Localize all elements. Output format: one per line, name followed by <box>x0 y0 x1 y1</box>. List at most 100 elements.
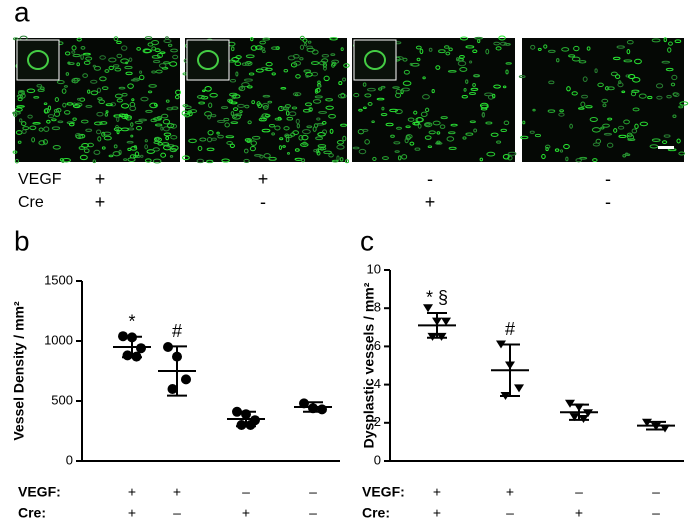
vessel-signal <box>647 95 653 100</box>
vessel-signal <box>569 123 573 129</box>
vessel-signal <box>188 138 197 144</box>
vessel-signal <box>76 37 82 42</box>
significance: * <box>128 312 135 332</box>
vessel-signal <box>158 63 167 69</box>
vessel-signal <box>165 136 170 141</box>
y-axis-title: Dysplastic vessels / mm² <box>361 282 377 448</box>
row-label: Cre: <box>362 505 390 521</box>
vessel-signal <box>159 51 166 54</box>
vessel-signal <box>163 61 170 65</box>
vessel-signal <box>591 127 601 133</box>
vessel-signal <box>140 96 149 102</box>
vessel-signal <box>63 110 71 115</box>
vessel-signal <box>118 86 126 90</box>
vessel-signal <box>315 136 324 141</box>
vessel-signal <box>162 118 171 125</box>
vessel-signal <box>402 80 412 86</box>
vessel-signal <box>618 80 622 85</box>
vessel-signal <box>403 69 410 75</box>
vessel-signal <box>126 140 134 144</box>
vessel-signal <box>678 151 685 156</box>
vessel-signal <box>226 140 233 145</box>
vessel-signal <box>51 126 61 131</box>
vessel-signal <box>166 123 175 129</box>
vessel-signal <box>306 125 313 129</box>
vessel-signal <box>295 118 300 124</box>
vessel-signal <box>431 88 435 94</box>
vessel-signal <box>174 95 180 100</box>
sign: + <box>128 505 136 521</box>
vessel-signal <box>124 65 133 70</box>
vessel-signal <box>206 159 214 164</box>
sign: + <box>433 484 441 500</box>
vessel-signal <box>239 110 243 114</box>
vessel-signal <box>62 102 67 108</box>
vessel-signal <box>436 140 441 145</box>
vessel-signal <box>393 141 401 145</box>
vessel-signal <box>167 43 173 47</box>
vessel-signal <box>65 72 70 76</box>
vessel-signal <box>184 105 192 109</box>
vessel-signal <box>580 101 586 108</box>
vessel-signal <box>254 154 262 157</box>
vessel-signal <box>336 139 344 145</box>
vessel-signal <box>134 120 143 124</box>
vessel-signal <box>481 112 485 118</box>
sign: – <box>575 484 583 500</box>
vessel-signal <box>153 141 161 144</box>
vessel-signal <box>561 47 570 52</box>
vessel-signal <box>623 119 630 125</box>
sign: + <box>575 505 583 521</box>
vessel-signal <box>316 117 321 121</box>
vessel-signal <box>110 102 116 107</box>
vessel-signal <box>38 140 46 146</box>
vessel-signal <box>199 137 207 142</box>
vessel-signal <box>259 40 266 45</box>
vessel-signal <box>265 67 273 72</box>
vessel-signal <box>128 57 133 62</box>
vessel-signal <box>232 107 239 111</box>
vessel-signal <box>123 158 128 161</box>
vessel-signal <box>671 74 678 81</box>
vessel-signal <box>209 92 218 98</box>
vessel-signal <box>244 104 250 109</box>
vessel-signal <box>131 98 135 102</box>
vessel-signal <box>295 74 301 79</box>
vessel-signal <box>160 152 167 158</box>
vessel-signal <box>579 156 588 160</box>
sign: – <box>309 505 317 521</box>
data-point <box>441 317 451 326</box>
vessel-signal <box>244 138 252 142</box>
vessel-signal <box>612 56 621 61</box>
y-tick-label: 500 <box>51 392 73 407</box>
vessel-signal <box>317 132 326 137</box>
vessel-signal <box>340 47 344 52</box>
vessel-signal <box>559 149 564 153</box>
vessel-signal <box>503 120 510 126</box>
vessel-signal <box>144 139 148 143</box>
vessel-signal <box>52 144 61 150</box>
y-tick-label: 8 <box>374 300 381 315</box>
vessel-signal <box>651 38 661 43</box>
vessel-signal <box>96 87 102 93</box>
vessel-signal <box>627 73 636 80</box>
vessel-signal <box>146 149 156 154</box>
y-tick-label: 10 <box>367 261 381 276</box>
vessel-signal <box>116 53 123 59</box>
vessel-signal <box>617 125 625 130</box>
vessel-signal <box>183 112 191 118</box>
vessel-signal <box>233 114 237 119</box>
vessel-signal <box>486 151 496 157</box>
vessel-signal <box>670 82 676 87</box>
vessel-signal <box>154 48 161 53</box>
vessel-signal <box>563 143 570 150</box>
vessel-signal <box>42 139 48 145</box>
vessel-signal <box>299 44 305 50</box>
vessel-signal <box>372 156 377 161</box>
y-tick-label: 2 <box>374 414 381 429</box>
vessel-signal <box>417 123 422 129</box>
vessel-signal <box>532 108 536 112</box>
vessel-signal <box>286 152 291 155</box>
vessel-signal <box>151 39 160 46</box>
vessel-signal <box>447 70 457 73</box>
